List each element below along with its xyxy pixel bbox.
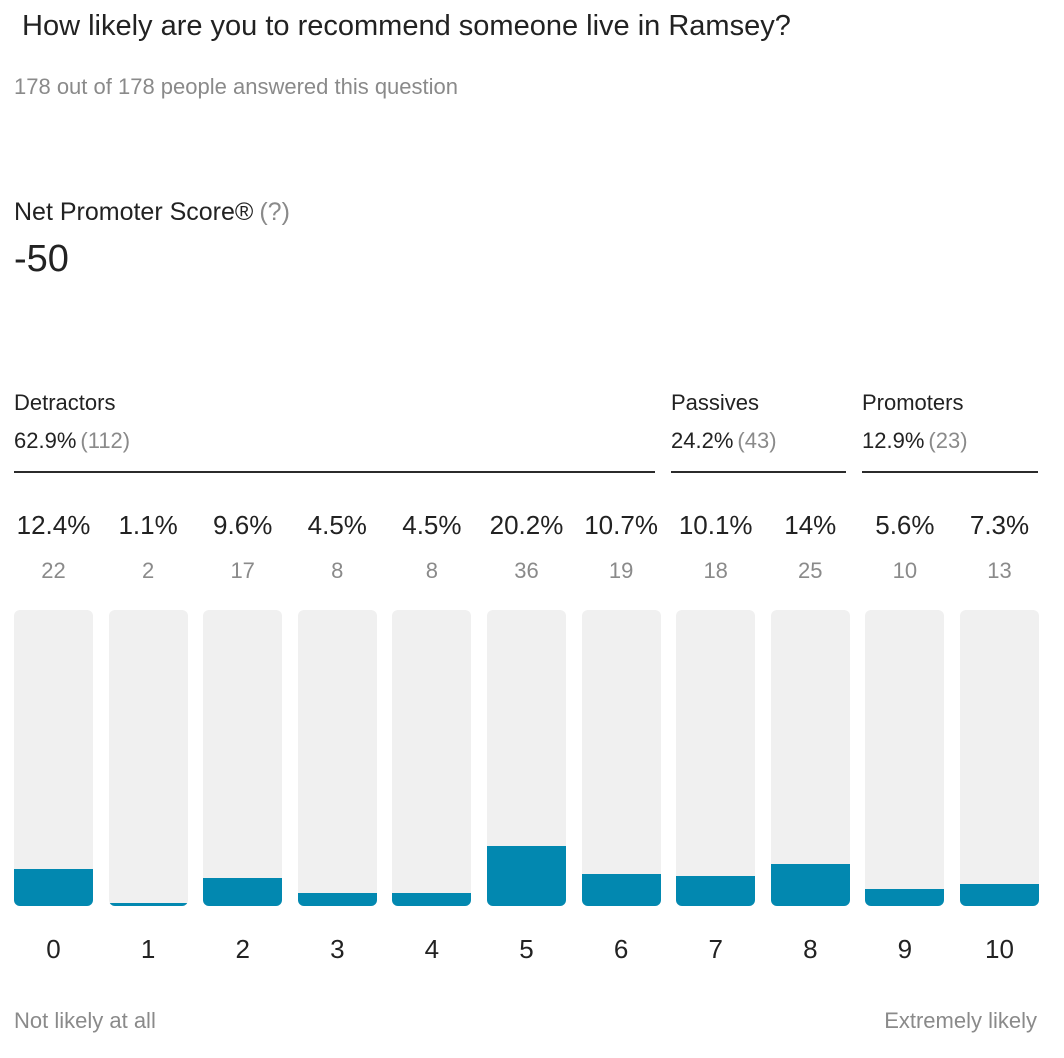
score-tick-label: 5: [519, 934, 534, 964]
bar-count-label: 2: [141, 558, 155, 583]
bar-percent-label: 20.2%: [489, 510, 564, 540]
bar-percent-label: 4.5%: [307, 510, 367, 540]
bar-track: [487, 610, 566, 906]
bar-percent-label: 4.5%: [402, 510, 462, 540]
group-name: Passives: [671, 390, 760, 415]
group-detractors: Detractors 62.9% (112): [14, 390, 655, 473]
bar-track: [108, 610, 188, 906]
bar-track: [581, 610, 661, 906]
group-name: Promoters: [862, 390, 964, 415]
bar-track: [960, 610, 1039, 906]
bar[interactable]: [203, 878, 283, 906]
group-stat: 12.9% (23): [862, 428, 968, 454]
bar-percent-label: 5.6%: [875, 510, 935, 540]
nps-label: Net Promoter Score® (?): [14, 198, 290, 227]
bar[interactable]: [676, 876, 756, 906]
bar[interactable]: [392, 893, 472, 906]
bar-count-label: 13: [987, 558, 1012, 583]
score-tick-label: 0: [46, 934, 61, 964]
bar-track: [676, 610, 756, 906]
nps-value: -50: [14, 238, 69, 280]
scale-max-label: Extremely likely: [884, 1008, 1037, 1033]
group-count: (23): [928, 428, 968, 453]
nps-help-link[interactable]: (?): [259, 198, 290, 226]
bar[interactable]: [581, 874, 661, 906]
group-divider: [862, 471, 1038, 473]
bar[interactable]: [770, 864, 850, 906]
score-tick-label: 7: [708, 934, 723, 964]
bar-count-label: 19: [608, 558, 634, 583]
bar-percent-label: 9.6%: [213, 510, 273, 540]
bar-percent-label: 14%: [784, 510, 837, 540]
score-tick-label: 1: [140, 934, 156, 964]
bar[interactable]: [487, 846, 566, 906]
group-percent: 12.9%: [862, 428, 925, 453]
bar-percent-label: 1.1%: [118, 510, 178, 540]
score-tick-label: 6: [613, 934, 629, 964]
bar-percent-label: 12.4%: [16, 510, 91, 540]
nps-label-text: Net Promoter Score®: [14, 198, 254, 226]
bar-count-label: 17: [230, 558, 255, 583]
score-tick-label: 9: [897, 934, 913, 964]
question-title: How likely are you to recommend someone …: [22, 10, 791, 42]
bar-count-label: 8: [331, 558, 344, 583]
bar-percent-label: 10.1%: [678, 510, 753, 540]
bar[interactable]: [108, 903, 188, 906]
bar-track: [865, 610, 945, 906]
group-promoters: Promoters 12.9% (23): [862, 390, 1038, 473]
bar[interactable]: [14, 869, 93, 906]
score-tick-label: 10: [985, 934, 1014, 964]
group-stat: 62.9% (112): [14, 428, 130, 454]
answered-count: 178 out of 178 people answered this ques…: [14, 74, 458, 99]
bar[interactable]: [865, 889, 945, 906]
bar-count-label: 25: [798, 558, 823, 583]
score-tick-label: 2: [235, 934, 250, 964]
group-name: Detractors: [14, 390, 116, 415]
group-count: (43): [737, 428, 777, 453]
bar[interactable]: [297, 893, 377, 906]
group-divider: [671, 471, 846, 473]
bar-track: [14, 610, 93, 906]
group-stat: 24.2% (43): [671, 428, 777, 454]
bar[interactable]: [960, 884, 1039, 906]
bar-track: [297, 610, 377, 906]
bar-track: [203, 610, 283, 906]
bar-count-label: 10: [892, 558, 918, 583]
group-percent: 24.2%: [671, 428, 734, 453]
score-tick-label: 4: [424, 934, 440, 964]
group-count: (112): [80, 428, 131, 453]
bar-count-label: 18: [703, 558, 728, 583]
bar-track: [392, 610, 472, 906]
bar-count-label: 22: [41, 558, 66, 583]
scale-min-label: Not likely at all: [14, 1008, 156, 1033]
score-tick-label: 3: [330, 934, 345, 964]
bar-percent-label: 7.3%: [969, 510, 1030, 540]
group-percent: 62.9%: [14, 428, 77, 453]
group-divider: [14, 471, 655, 473]
bar-count-label: 36: [514, 558, 539, 583]
score-tick-label: 8: [803, 934, 818, 964]
bar-count-label: 8: [425, 558, 439, 583]
group-passives: Passives 24.2% (43): [671, 390, 846, 473]
bar-track: [770, 610, 850, 906]
bar-percent-label: 10.7%: [584, 510, 658, 540]
